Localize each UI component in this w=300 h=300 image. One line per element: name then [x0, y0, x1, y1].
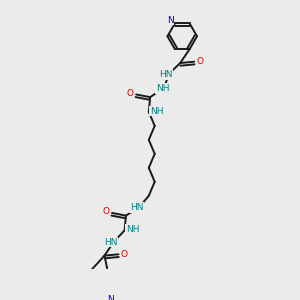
Text: O: O	[103, 207, 110, 216]
Text: HN: HN	[130, 203, 143, 212]
Text: N: N	[167, 16, 173, 25]
Text: O: O	[196, 57, 204, 66]
Text: NH: NH	[156, 84, 169, 93]
Text: N: N	[107, 296, 114, 300]
Text: O: O	[121, 250, 128, 259]
Text: HN: HN	[104, 238, 117, 247]
Text: HN: HN	[159, 70, 172, 79]
Text: NH: NH	[150, 106, 164, 116]
Text: NH: NH	[126, 225, 140, 234]
Text: O: O	[127, 88, 134, 98]
